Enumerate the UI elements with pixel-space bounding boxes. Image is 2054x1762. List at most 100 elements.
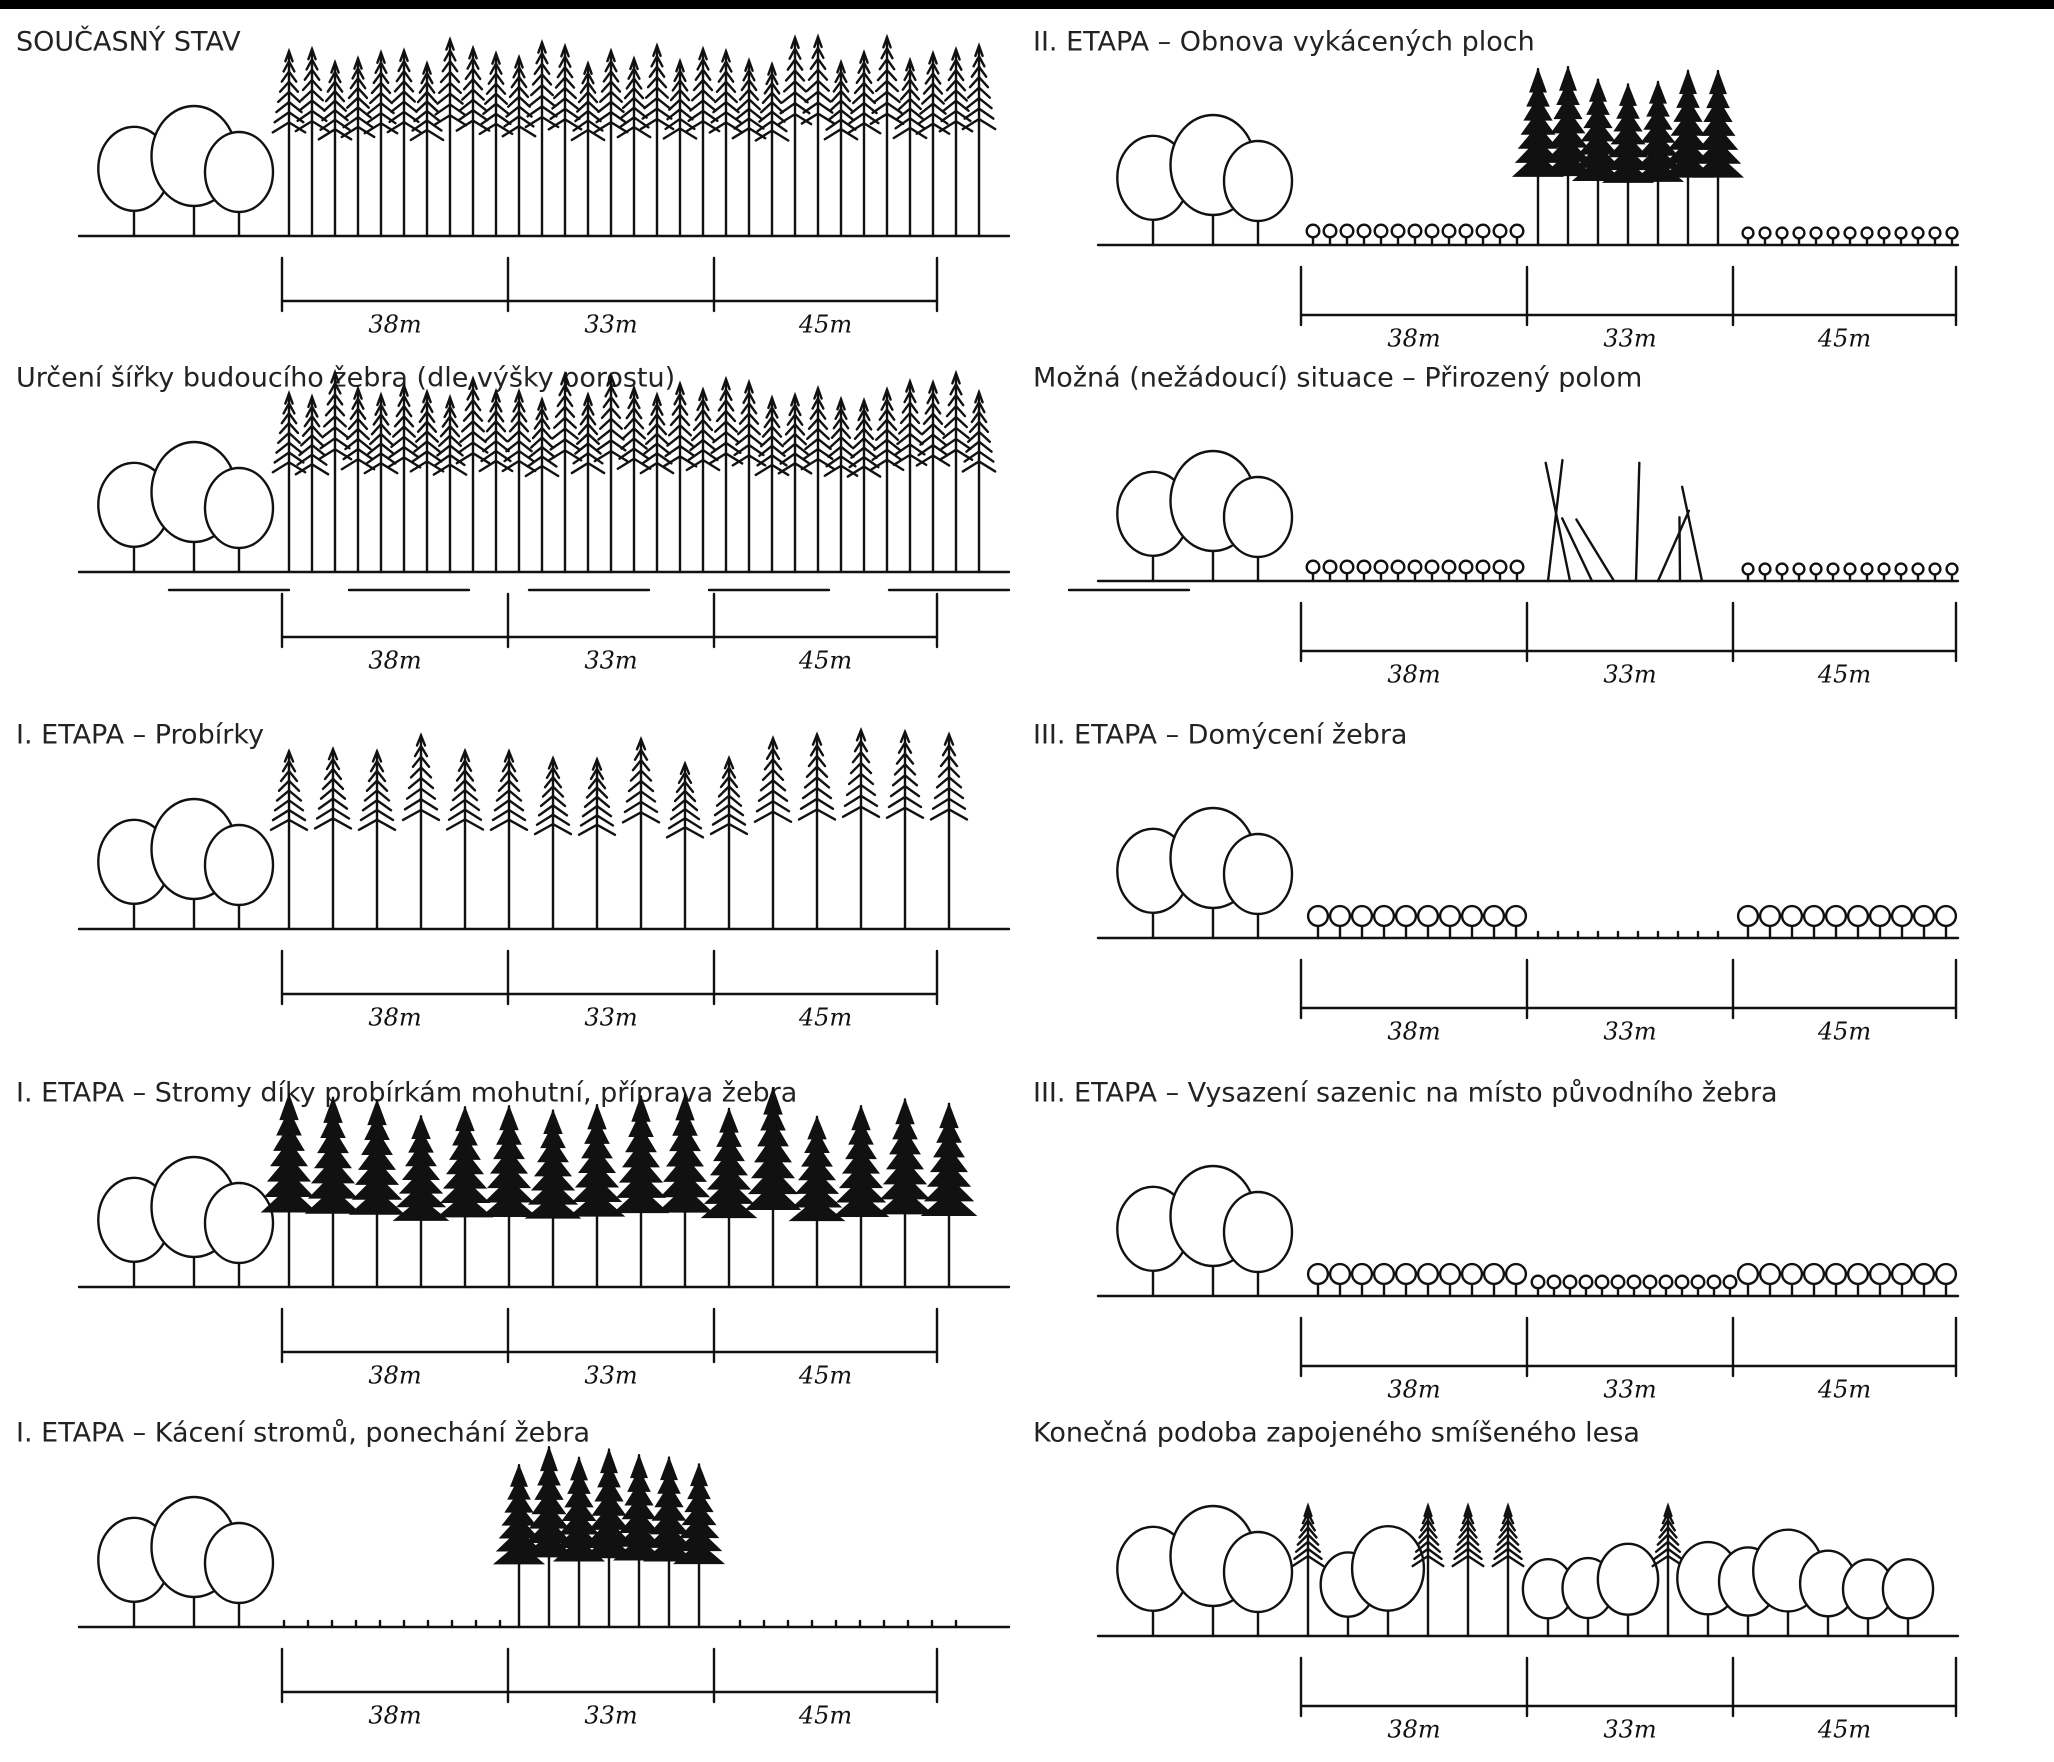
branches xyxy=(572,119,604,132)
conifer xyxy=(800,384,836,574)
branches xyxy=(669,413,691,427)
conifer xyxy=(363,391,399,574)
conifer xyxy=(1451,1502,1485,1638)
branches xyxy=(459,747,471,763)
conifer xyxy=(662,57,698,238)
branches xyxy=(537,396,547,411)
branches xyxy=(698,386,708,402)
sapling-crown xyxy=(1945,226,1959,240)
branches xyxy=(876,1188,934,1215)
branches xyxy=(305,403,319,418)
branches xyxy=(549,438,581,451)
branches xyxy=(1291,1554,1325,1568)
conifer xyxy=(1651,1502,1685,1638)
branches xyxy=(804,90,832,103)
branches xyxy=(898,421,922,435)
branches xyxy=(278,79,300,93)
branches xyxy=(742,390,756,405)
branches xyxy=(650,402,664,416)
branches xyxy=(319,436,351,450)
sapling-crown xyxy=(1610,1274,1626,1290)
panel: III. ETAPA – Domýcení žebra 38m 33m 45m xyxy=(1033,720,1960,1046)
branches xyxy=(305,56,319,71)
conifer xyxy=(731,378,767,574)
sapling-crown xyxy=(1509,223,1525,239)
branches xyxy=(579,814,615,827)
branches xyxy=(349,76,367,90)
dimension-label: 38m xyxy=(1387,1716,1440,1744)
branches xyxy=(763,81,781,95)
branches xyxy=(714,420,738,433)
conifer xyxy=(754,394,790,574)
branches xyxy=(401,808,441,822)
branches xyxy=(346,427,370,441)
branches xyxy=(606,371,616,387)
branches xyxy=(618,447,650,460)
branches xyxy=(823,464,859,477)
panel-title: III. ETAPA – Domýcení žebra xyxy=(1033,720,1407,751)
branches xyxy=(468,44,478,60)
branches xyxy=(928,49,938,65)
branches xyxy=(324,89,346,103)
branches xyxy=(645,86,669,99)
branches xyxy=(627,779,655,793)
branches xyxy=(625,76,643,90)
branches xyxy=(882,33,892,49)
branches xyxy=(664,117,696,131)
branches xyxy=(715,794,743,807)
branches xyxy=(489,61,503,75)
conifer xyxy=(961,42,997,238)
branches xyxy=(556,65,574,79)
dimension-label: 38m xyxy=(368,1702,421,1730)
branches xyxy=(606,47,616,63)
branches xyxy=(595,438,627,452)
conifer xyxy=(570,60,606,238)
branches xyxy=(585,785,609,799)
branches xyxy=(535,813,571,826)
branches xyxy=(622,426,646,440)
branches xyxy=(692,418,714,432)
dimension-label: 33m xyxy=(1603,1376,1656,1404)
branches xyxy=(894,116,926,130)
branches xyxy=(284,390,294,405)
panel: Určení šířky budoucího žebra (dle výšky … xyxy=(16,363,1191,675)
sapling-crown xyxy=(1860,226,1874,240)
branches xyxy=(279,769,299,783)
branches xyxy=(298,99,326,112)
sapling-crown xyxy=(1802,1262,1826,1286)
sapling-crown xyxy=(1860,562,1874,576)
branches xyxy=(1294,1540,1322,1553)
branches xyxy=(944,88,968,102)
panel: I. ETAPA – Kácení stromů, ponechání žebr… xyxy=(16,1418,1011,1730)
sapling-crown xyxy=(1322,559,1338,575)
conifer xyxy=(386,382,422,574)
branches xyxy=(409,765,433,779)
sapling-crown xyxy=(1775,226,1789,240)
conifer xyxy=(685,386,721,574)
branches xyxy=(621,810,661,824)
branches xyxy=(873,438,901,451)
sapling-crown xyxy=(1416,904,1440,928)
sapling-crown xyxy=(1846,1262,1870,1286)
branches xyxy=(359,808,395,822)
branches xyxy=(875,428,899,441)
branches xyxy=(788,402,802,417)
branches xyxy=(712,100,740,114)
branches xyxy=(416,419,438,433)
panel: III. ETAPA – Vysazení sazenic na místo p… xyxy=(1033,1078,1960,1404)
branches xyxy=(514,53,524,69)
conifer xyxy=(823,395,859,574)
panel-title: Možná (nežádoucí) situace – Přirozený po… xyxy=(1033,363,1642,394)
sapling-crown xyxy=(1928,226,1942,240)
branches xyxy=(577,823,617,836)
branches xyxy=(643,442,671,455)
sapling-crown xyxy=(1458,559,1474,575)
branches xyxy=(1461,1510,1475,1525)
branches xyxy=(445,36,455,51)
branches xyxy=(827,108,855,122)
crown xyxy=(1222,1530,1294,1614)
conifer xyxy=(271,390,307,574)
branches xyxy=(710,441,742,455)
branches xyxy=(622,96,646,110)
branches xyxy=(949,381,963,396)
